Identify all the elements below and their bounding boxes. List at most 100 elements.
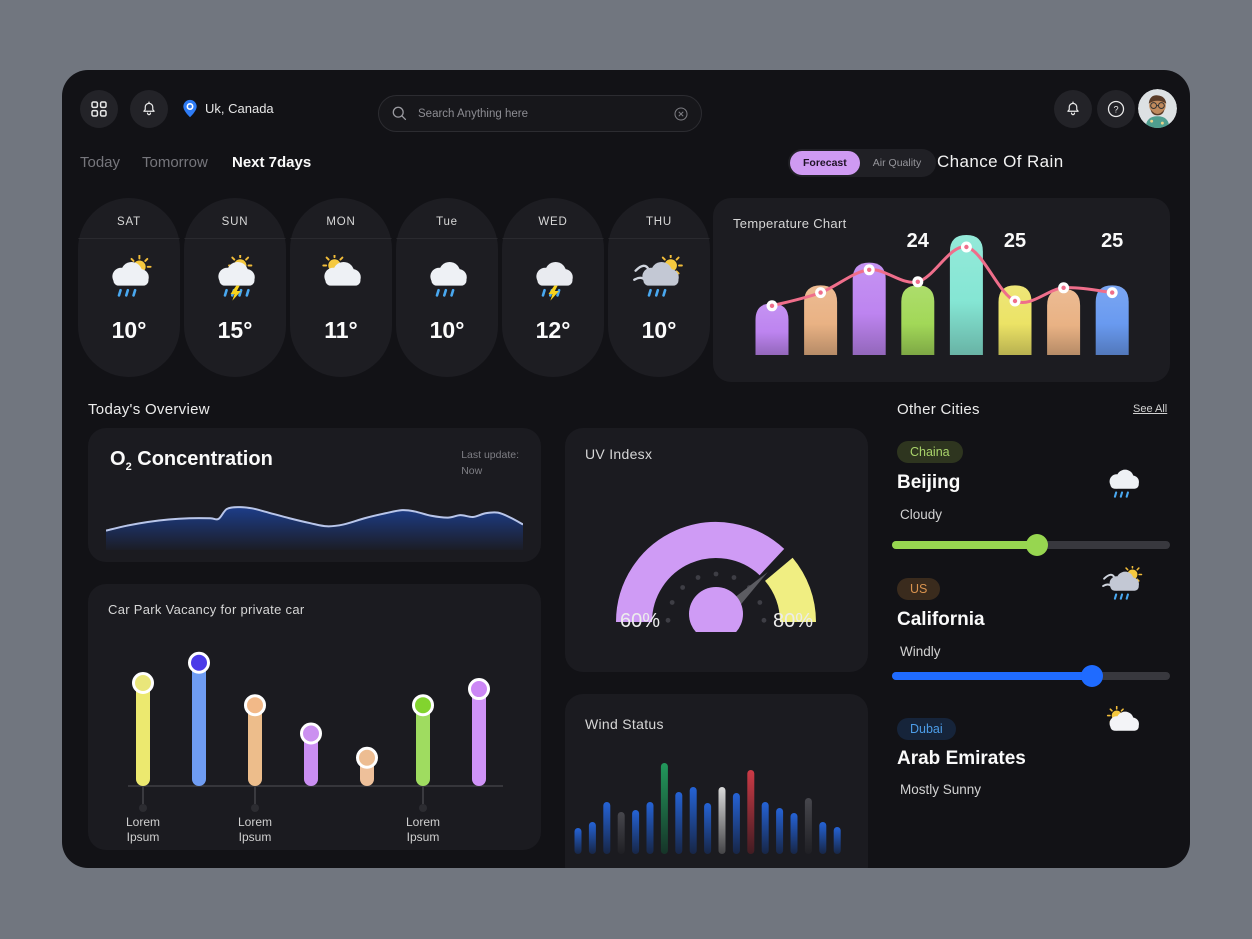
city-badge-china: Chaina (897, 441, 963, 463)
day-label: Tue (436, 216, 458, 228)
temperature-chart-title: Temperature Chart (733, 216, 847, 231)
weather-icon-dubai (1102, 706, 1144, 744)
day-divider (290, 238, 392, 239)
bell-icon (1064, 100, 1082, 118)
search-bar[interactable] (378, 95, 702, 132)
uv-gauge (616, 522, 816, 632)
svg-text:Ipsum: Ipsum (239, 830, 272, 844)
uv-high-label: 80% (772, 610, 814, 632)
city-badge-dubai: Dubai (897, 718, 956, 740)
slider-fill (892, 541, 1037, 549)
day-temperature: 10° (429, 317, 465, 343)
temperature-chart: 24 25 25 (755, 232, 1129, 355)
day-divider (396, 238, 498, 239)
location-selector[interactable]: Uk, Canada (182, 99, 274, 118)
day-label: MON (326, 216, 356, 228)
location-label: Uk, Canada (205, 101, 274, 116)
day-label: SAT (117, 216, 141, 228)
day-divider (78, 238, 180, 239)
day-temperature: 11° (324, 317, 358, 343)
slider-california[interactable] (892, 665, 1170, 687)
search-icon (391, 105, 408, 122)
toggle-forecast[interactable]: Forecast (790, 151, 860, 175)
city-condition-arab-emirates: Mostly Sunny (900, 782, 982, 797)
toggle-air-quality[interactable]: Air Quality (872, 157, 922, 169)
day-divider (184, 238, 286, 239)
weather-icon-beijing (1102, 464, 1144, 502)
day-card-mon[interactable]: MON 11° (290, 198, 392, 377)
forecast-airquality-toggle: Forecast Air Quality (788, 149, 937, 177)
day-card-tue[interactable]: Tue 10° (396, 198, 498, 377)
apps-grid-button[interactable] (80, 90, 118, 128)
city-name-arab-emirates[interactable]: Arab Emirates (897, 748, 1026, 769)
user-avatar[interactable] (1138, 89, 1177, 128)
see-all-link[interactable]: See All (1133, 403, 1168, 415)
city-name-california[interactable]: California (897, 609, 985, 630)
question-icon: ? (1105, 98, 1127, 120)
tab-tomorrow[interactable]: Tomorrow (142, 154, 208, 171)
svg-text:25: 25 (1101, 232, 1123, 252)
svg-text:Ipsum: Ipsum (407, 830, 440, 844)
chance-of-rain-title: Chance Of Rain (937, 152, 1064, 171)
day-temperature: 15° (217, 317, 253, 343)
search-input[interactable] (416, 106, 673, 121)
day-divider (608, 238, 710, 239)
svg-text:Lorem: Lorem (126, 815, 160, 829)
day-label: SUN (221, 216, 249, 228)
day-divider (502, 238, 604, 239)
main-panel: Uk, Canada ? (62, 70, 1190, 868)
slider-knob[interactable] (1081, 665, 1104, 687)
uv-index-title: UV Indesx (585, 446, 653, 462)
grid-icon (90, 100, 108, 118)
wind-status-chart (574, 763, 841, 854)
day-temperature: 12° (535, 317, 571, 343)
wind-status-title: Wind Status (585, 716, 664, 732)
day-weather-icon (184, 239, 286, 309)
day-card-thu[interactable]: THU 10° (608, 198, 710, 377)
other-cities-title: Other Cities (897, 401, 980, 418)
svg-text:Ipsum: Ipsum (127, 830, 160, 844)
day-card-sat[interactable]: SAT 10° (78, 198, 180, 377)
uv-index-card: UV Indesx 60% 80% (565, 428, 868, 672)
day-weather-icon (608, 239, 710, 309)
tab-next-7days[interactable]: Next 7days (232, 154, 312, 171)
location-pin-icon (182, 99, 198, 118)
o2-area-chart (106, 506, 523, 550)
notifications-button-left[interactable] (130, 90, 168, 128)
svg-text:?: ? (1113, 105, 1118, 115)
svg-text:Lorem: Lorem (238, 815, 272, 829)
notifications-button-right[interactable] (1054, 90, 1092, 128)
day-card-wed[interactable]: WED 12° (502, 198, 604, 377)
slider-beijing[interactable] (892, 534, 1170, 556)
wind-status-card: Wind Status (565, 694, 868, 868)
o2-concentration-card: O2 Concentration Last update: Now (88, 428, 541, 562)
temperature-chart-card: Temperature Chart 24 25 25 (713, 198, 1170, 382)
o2-card-title: O2 Concentration (110, 448, 273, 473)
slider-fill (892, 672, 1093, 680)
city-condition-beijing: Cloudy (900, 507, 943, 522)
svg-text:24: 24 (907, 232, 930, 252)
bell-icon (140, 100, 158, 118)
car-park-title: Car Park Vacancy for private car (108, 602, 305, 617)
day-card-sun[interactable]: SUN 15° (184, 198, 286, 377)
city-name-beijing[interactable]: Beijing (897, 472, 961, 493)
city-condition-california: Windly (900, 644, 941, 659)
svg-text:Lorem: Lorem (406, 815, 440, 829)
day-label: THU (645, 216, 673, 228)
day-weather-icon (396, 239, 498, 309)
day-weather-icon (78, 239, 180, 309)
day-temperature: 10° (111, 317, 147, 343)
slider-knob[interactable] (1025, 534, 1048, 556)
o2-last-update: Last update: Now (461, 449, 519, 477)
clear-search-icon[interactable] (673, 106, 689, 122)
todays-overview-title: Today's Overview (88, 401, 210, 418)
tab-today[interactable]: Today (80, 154, 121, 171)
weather-icon-california (1102, 566, 1144, 604)
svg-text:25: 25 (1004, 232, 1026, 252)
city-badge-us: US (897, 578, 941, 600)
uv-low-label: 60% (619, 610, 661, 632)
car-park-card: Car Park Vacancy for private car Lorem Ip… (88, 584, 541, 850)
help-button[interactable]: ? (1097, 90, 1135, 128)
